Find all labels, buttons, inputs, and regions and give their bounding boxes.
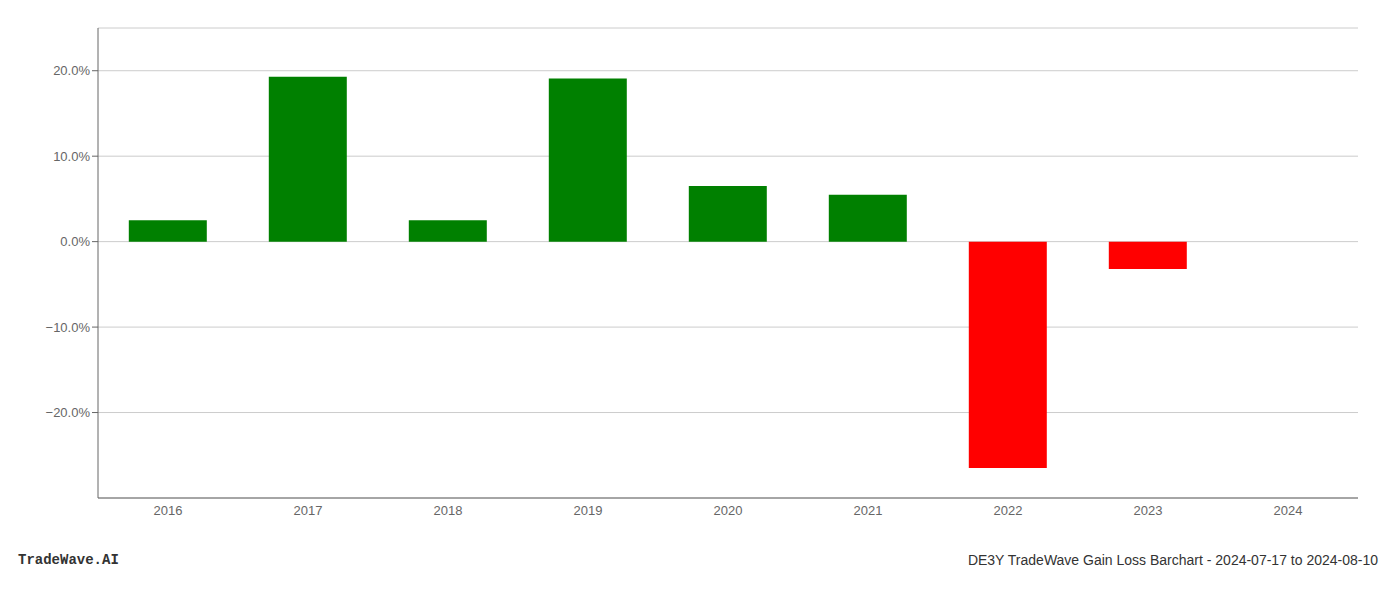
svg-text:2023: 2023 xyxy=(1134,503,1163,518)
svg-text:2024: 2024 xyxy=(1274,503,1303,518)
svg-text:−10.0%: −10.0% xyxy=(46,320,91,335)
svg-text:2019: 2019 xyxy=(574,503,603,518)
svg-text:0.0%: 0.0% xyxy=(60,234,90,249)
html-text:DE3Y TradeWave Gain Loss Barch: DE3Y TradeWave Gain Loss Barchart - 2024… xyxy=(967,552,1378,568)
svg-text:10.0%: 10.0% xyxy=(53,149,90,164)
svg-text:2020: 2020 xyxy=(714,503,743,518)
html-text:TradeWave.AI: TradeWave.AI xyxy=(18,552,119,568)
svg-text:2017: 2017 xyxy=(294,503,323,518)
svg-text:2016: 2016 xyxy=(154,503,183,518)
svg-text:−20.0%: −20.0% xyxy=(46,405,91,420)
svg-text:2022: 2022 xyxy=(994,503,1023,518)
svg-text:20.0%: 20.0% xyxy=(53,63,90,78)
svg-text:2018: 2018 xyxy=(434,503,463,518)
svg-text:2021: 2021 xyxy=(854,503,883,518)
